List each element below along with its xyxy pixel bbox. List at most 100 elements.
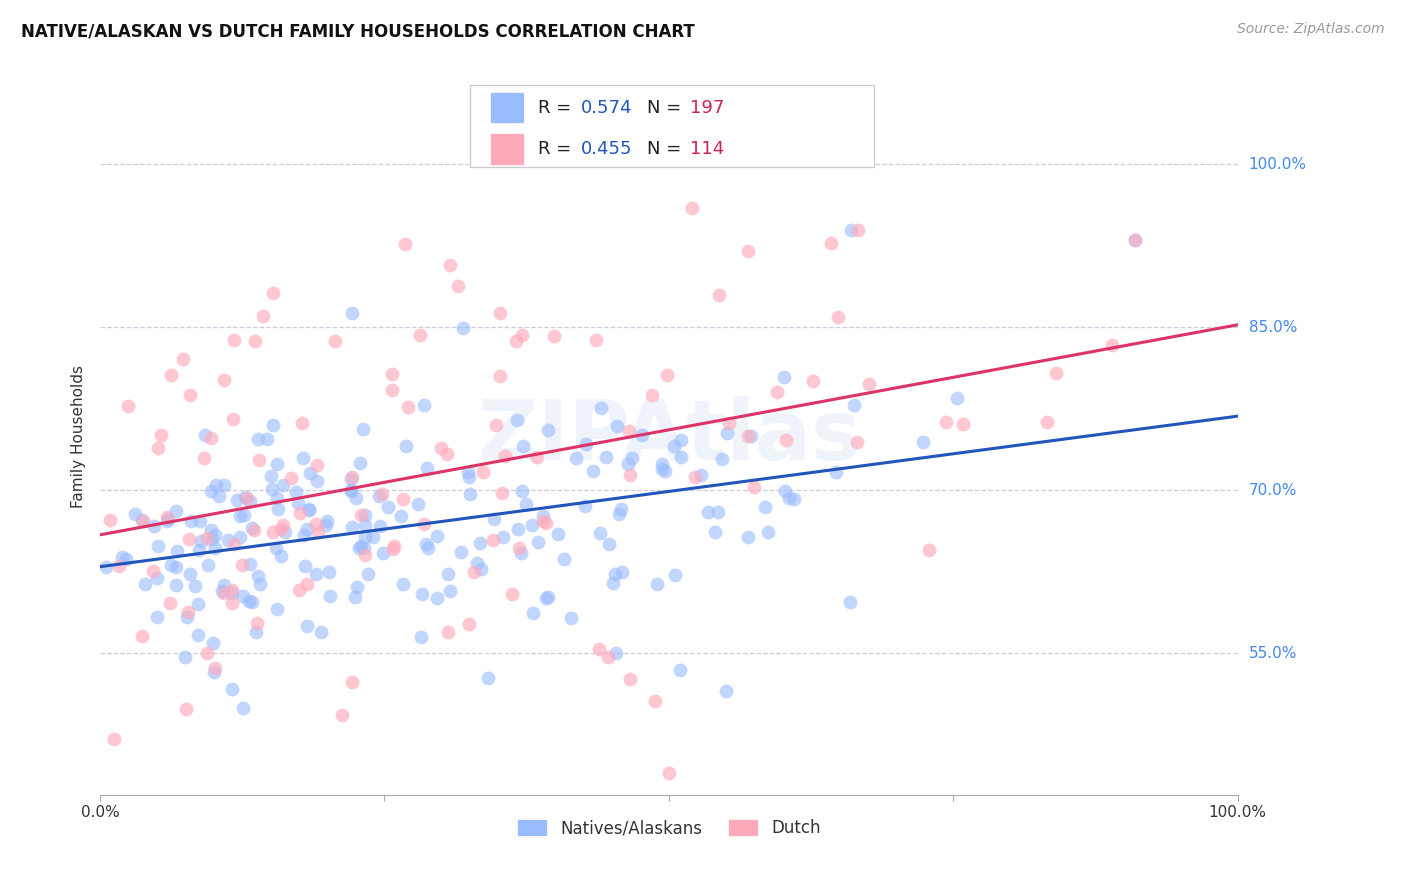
Point bbox=[756, 524, 779, 539]
Point bbox=[381, 542, 404, 557]
Point bbox=[290, 416, 312, 430]
Point bbox=[380, 384, 402, 398]
Point bbox=[704, 525, 727, 540]
Point bbox=[596, 650, 619, 665]
Point bbox=[669, 663, 692, 677]
Point bbox=[409, 327, 432, 342]
Point bbox=[172, 352, 194, 367]
Text: NATIVE/ALASKAN VS DUTCH FAMILY HOUSEHOLDS CORRELATION CHART: NATIVE/ALASKAN VS DUTCH FAMILY HOUSEHOLD… bbox=[21, 22, 695, 40]
Point bbox=[340, 470, 363, 484]
Point bbox=[194, 427, 217, 442]
Point bbox=[197, 558, 219, 572]
Point bbox=[416, 541, 439, 556]
Point bbox=[489, 306, 512, 320]
Point bbox=[242, 521, 264, 535]
Point bbox=[318, 565, 340, 579]
Point bbox=[395, 440, 418, 454]
Legend: Natives/Alaskans, Dutch: Natives/Alaskans, Dutch bbox=[510, 813, 827, 844]
Point bbox=[243, 334, 266, 348]
Point bbox=[536, 516, 558, 530]
Point bbox=[190, 534, 212, 549]
Point bbox=[288, 582, 311, 597]
Point bbox=[718, 416, 741, 430]
Point bbox=[697, 505, 720, 519]
Point bbox=[165, 578, 187, 592]
Point bbox=[368, 489, 391, 503]
Point bbox=[295, 577, 318, 591]
Point bbox=[773, 483, 796, 498]
Point bbox=[825, 465, 848, 479]
Point bbox=[607, 508, 630, 522]
Point bbox=[229, 530, 252, 544]
Point bbox=[588, 641, 610, 656]
Point bbox=[651, 461, 673, 475]
Point bbox=[266, 457, 288, 471]
Point bbox=[838, 595, 860, 609]
Point bbox=[294, 558, 316, 573]
Point bbox=[396, 400, 419, 414]
Point bbox=[212, 578, 235, 592]
Point bbox=[159, 368, 181, 382]
Point bbox=[589, 401, 612, 416]
Point bbox=[247, 453, 270, 467]
Point bbox=[222, 333, 245, 347]
Point bbox=[450, 545, 472, 559]
FancyBboxPatch shape bbox=[491, 133, 524, 165]
Point bbox=[681, 201, 703, 215]
Point bbox=[212, 585, 235, 599]
Point bbox=[510, 328, 533, 343]
Point bbox=[214, 373, 236, 387]
Point bbox=[179, 388, 201, 402]
Y-axis label: Family Households: Family Households bbox=[72, 365, 86, 508]
Point bbox=[477, 671, 499, 685]
Point bbox=[231, 558, 253, 572]
Point bbox=[946, 391, 969, 405]
Point bbox=[606, 419, 628, 434]
Point bbox=[845, 435, 868, 450]
Point bbox=[205, 478, 228, 492]
Point bbox=[377, 500, 399, 515]
Point bbox=[918, 543, 941, 558]
Point bbox=[246, 615, 269, 630]
Point bbox=[623, 136, 645, 150]
Point bbox=[224, 537, 246, 551]
Point bbox=[298, 501, 321, 516]
Point bbox=[621, 450, 644, 465]
Point bbox=[766, 384, 789, 399]
Point bbox=[111, 550, 134, 565]
Point bbox=[202, 665, 225, 680]
Text: ZIPAtlas: ZIPAtlas bbox=[477, 395, 860, 476]
Point bbox=[208, 489, 231, 503]
Point bbox=[508, 522, 530, 536]
Point bbox=[307, 525, 329, 540]
Point bbox=[451, 320, 474, 334]
Point bbox=[354, 548, 377, 562]
Point bbox=[350, 539, 373, 553]
Point bbox=[935, 415, 957, 429]
Text: 70.0%: 70.0% bbox=[1249, 483, 1296, 498]
Point bbox=[522, 517, 544, 532]
Point bbox=[295, 619, 318, 633]
Point bbox=[142, 519, 165, 533]
Point bbox=[565, 450, 588, 465]
Point bbox=[1101, 337, 1123, 351]
Point bbox=[537, 590, 560, 604]
Point bbox=[221, 681, 243, 696]
Point bbox=[737, 530, 759, 544]
Point bbox=[783, 491, 806, 506]
Point bbox=[305, 567, 328, 582]
Point bbox=[200, 431, 222, 445]
Point bbox=[655, 368, 678, 382]
Point bbox=[225, 493, 247, 508]
Point bbox=[260, 468, 283, 483]
Point bbox=[246, 432, 269, 446]
Point bbox=[470, 562, 492, 576]
Point bbox=[340, 484, 363, 499]
Point bbox=[117, 399, 139, 413]
Point bbox=[201, 532, 224, 546]
Point bbox=[772, 369, 794, 384]
Point bbox=[482, 533, 505, 547]
Point bbox=[952, 417, 974, 432]
Point bbox=[221, 596, 243, 610]
Point bbox=[173, 649, 195, 664]
